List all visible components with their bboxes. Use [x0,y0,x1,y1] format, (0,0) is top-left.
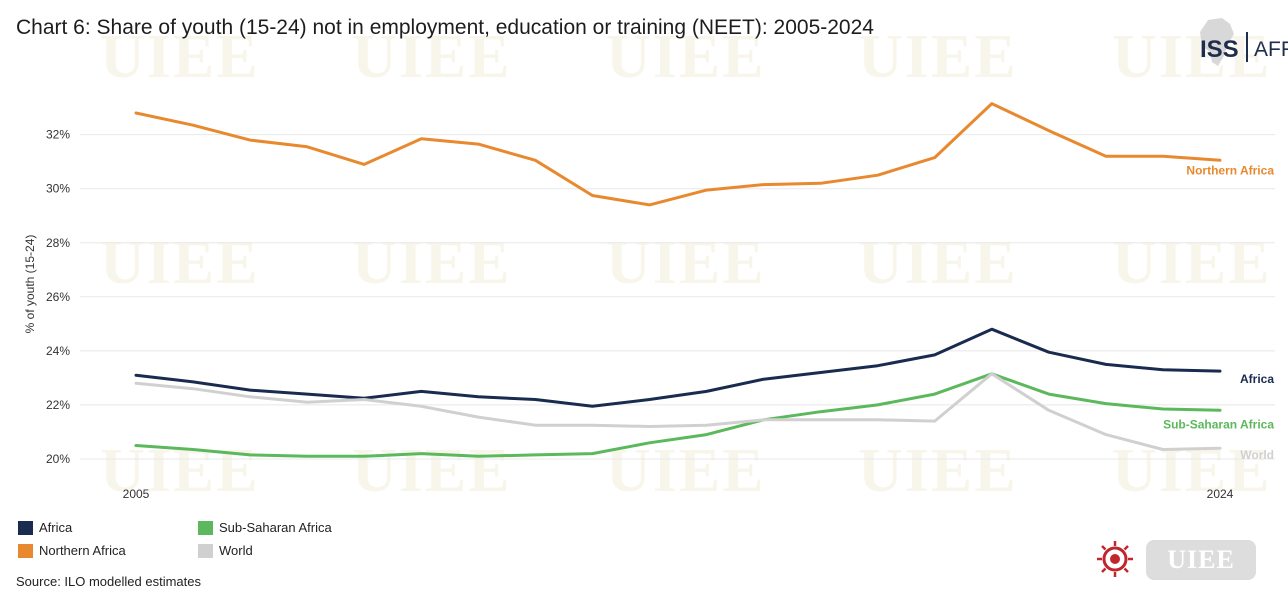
series-line-sub-saharan-africa [134,372,1222,458]
series-line-world [134,372,1222,451]
series-end-label: Sub-Saharan Africa [1163,417,1274,431]
iss-africa-logo: ISS AFRICA [1178,14,1288,76]
logo-text: ISS [1200,36,1239,63]
chart-title: Chart 6: Share of youth (15-24) not in e… [16,16,874,39]
legend-swatch [198,520,213,535]
series-end-label: World [1240,448,1274,462]
y-axis-label: % of youth (15-24) [23,235,37,334]
y-tick-label: 32% [46,128,70,142]
x-tick-label: 2005 [123,487,150,501]
y-tick-label: 20% [46,452,70,466]
logo-suffix: AFRICA [1254,38,1288,61]
legend-swatch [18,543,33,558]
legend-label: Africa [39,520,73,535]
legend-item: Africa [18,520,72,535]
line-chart: 20% 22% 24% 26% 28% 30% 32% % of youth (15-24) 2… [23,102,1275,501]
x-tick-label: 2024 [1207,487,1234,501]
legend-label: Northern Africa [39,543,126,558]
legend-label: World [219,543,253,558]
logo-divider [1246,32,1248,62]
series-line-africa [134,327,1222,408]
source-note: Source: ILO modelled estimates [16,574,201,589]
y-tick-label: 24% [46,344,70,358]
y-tick-label: 28% [46,236,70,250]
africa-map-icon [1200,18,1234,66]
legend-item: Northern Africa [18,543,126,558]
legend-swatch [18,520,33,535]
watermark-badge: UIEE [1146,540,1256,580]
y-tick-label: 30% [46,182,70,196]
series-end-label: Northern Africa [1186,163,1274,177]
legend-swatch [198,543,213,558]
series-end-label: Africa [1240,372,1274,386]
legend-item: World [198,543,253,558]
y-tick-label: 26% [46,290,70,304]
y-tick-label: 22% [46,398,70,412]
series-line-northern-africa [134,102,1222,207]
legend-label: Sub-Saharan Africa [219,520,332,535]
legend-item: Sub-Saharan Africa [198,520,332,535]
sun-emblem-icon [1097,541,1133,577]
